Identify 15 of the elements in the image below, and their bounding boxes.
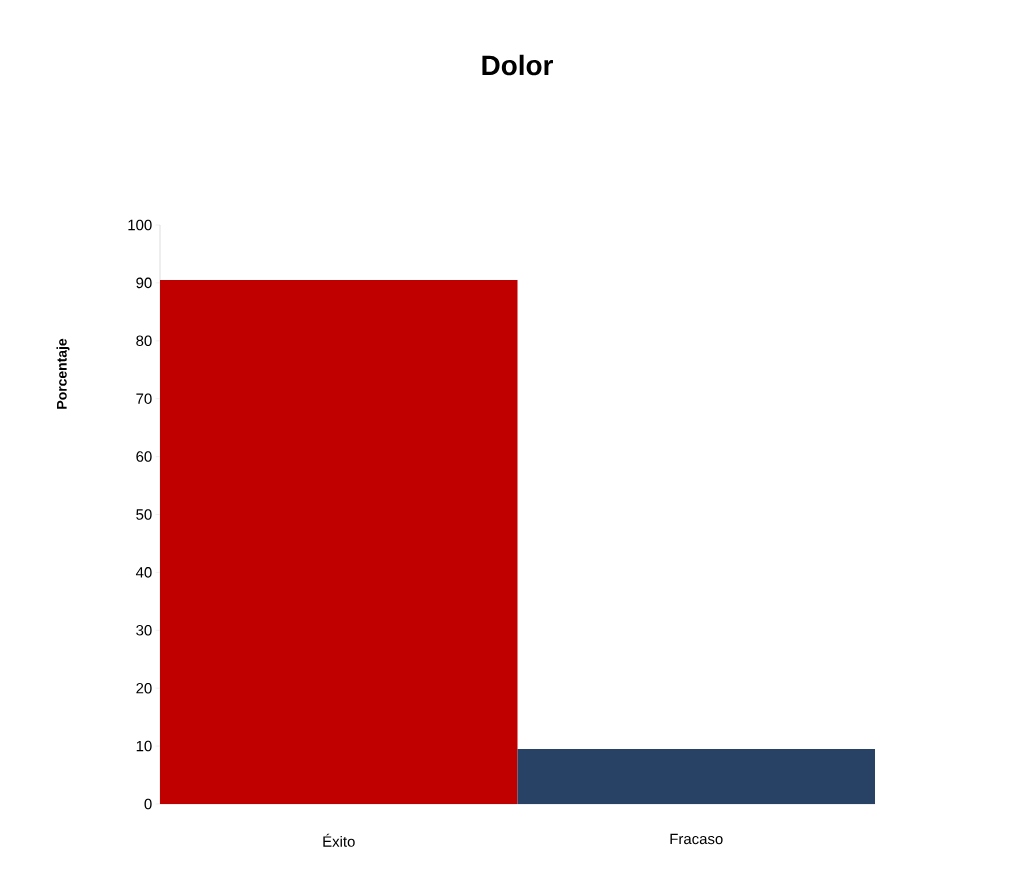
x-tick-label: Fracaso bbox=[670, 833, 723, 845]
y-tick-label: 40 bbox=[135, 567, 152, 578]
y-tick-label: 30 bbox=[136, 624, 152, 636]
y-tick-label: 50 bbox=[136, 509, 152, 520]
y-tick-label: 10 bbox=[136, 740, 152, 752]
y-tick-label: 90 bbox=[136, 277, 152, 289]
x-tick-label: Éxito bbox=[323, 833, 355, 847]
y-tick-label: 100 bbox=[128, 219, 152, 231]
y-tick-label: 0 bbox=[144, 798, 152, 810]
y-tick-label: 20 bbox=[136, 682, 152, 694]
y-tick-label: 70 bbox=[136, 393, 152, 404]
y-tick-label: 80 bbox=[136, 335, 152, 347]
y-axis-title: Porcentaje bbox=[56, 338, 70, 409]
chart-title: Dolor bbox=[482, 54, 554, 76]
y-tick-label: 60 bbox=[136, 451, 152, 462]
